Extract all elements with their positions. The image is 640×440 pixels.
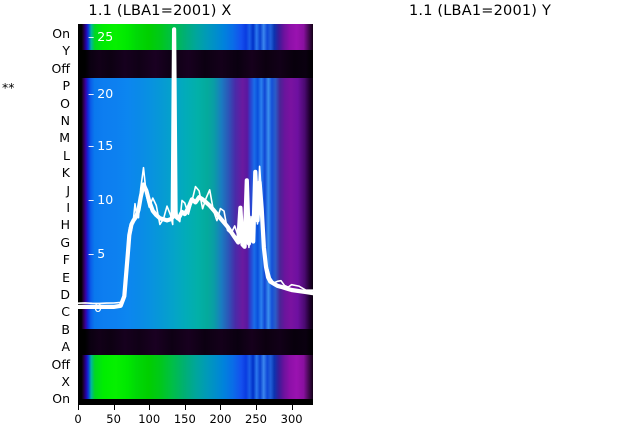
category-label-left-15: D bbox=[60, 287, 70, 302]
x-tick-label-4: 200 bbox=[209, 412, 232, 426]
x-tick-label-3: 150 bbox=[173, 412, 196, 426]
category-label-left-12: G bbox=[60, 234, 70, 250]
band-top-bright bbox=[78, 24, 313, 50]
x-tick-label-0: 0 bbox=[74, 412, 82, 426]
category-label-left-7: L bbox=[63, 147, 70, 163]
panel-left-title: 1.1 (LBA1=2001) X bbox=[88, 3, 232, 19]
category-label-left-1: Y bbox=[62, 43, 70, 59]
ytick-inner-25-left: –25 bbox=[88, 29, 114, 44]
x-tick-mark-1 bbox=[113, 405, 115, 410]
x-tick-mark-6 bbox=[291, 405, 293, 410]
heatmap-axes-left[interactable]: –25 –20 –15 –10 –5 0 bbox=[78, 24, 313, 405]
ytick-inner-10-left: –10 bbox=[88, 192, 114, 207]
x-tick-label-5: 250 bbox=[245, 412, 267, 426]
x-tick-mark-5 bbox=[256, 405, 258, 410]
category-label-left-0: On bbox=[52, 26, 70, 41]
category-label-left-17: B bbox=[61, 321, 70, 337]
band-upper-gap bbox=[78, 50, 313, 78]
category-label-left-8: K bbox=[61, 165, 70, 181]
band-footer-black bbox=[78, 399, 313, 405]
category-label-left-20: X bbox=[61, 374, 70, 389]
category-label-left-4: O bbox=[60, 95, 70, 111]
x-tick-mark-2 bbox=[149, 405, 151, 410]
x-tick-label-2: 100 bbox=[138, 412, 161, 426]
category-label-left-5: N bbox=[60, 113, 70, 128]
overlay-curve-left bbox=[78, 24, 313, 405]
category-label-left-18: A bbox=[61, 339, 70, 355]
category-label-left-3: P bbox=[62, 78, 70, 94]
category-label-left-13: F bbox=[62, 252, 70, 268]
category-label-left-19: Off bbox=[51, 356, 70, 372]
category-label-left-10: I bbox=[66, 200, 70, 215]
category-label-left-9: J bbox=[66, 182, 70, 198]
panel-right: 1.1 (LBA1=2001) Y OnYOffPONMLKJIHGFEDCBA… bbox=[320, 0, 640, 440]
x-tick-mark-4 bbox=[220, 405, 222, 410]
band-bottom-bright bbox=[78, 355, 313, 399]
ytick-inner-0-left: 0 bbox=[94, 300, 102, 315]
band-lower-gap bbox=[78, 329, 313, 355]
category-label-left-14: E bbox=[62, 269, 70, 285]
x-tick-mark-3 bbox=[184, 405, 186, 410]
panel-left: 1.1 (LBA1=2001) X On Y Off P O N M L K J I H G F E D C B A… bbox=[2, 3, 313, 439]
ytick-inner-20-left: –20 bbox=[88, 86, 114, 101]
x-tick-label-1: 50 bbox=[106, 412, 121, 426]
category-label-left-21: On bbox=[52, 391, 70, 407]
ytick-inner-5-left: –5 bbox=[88, 246, 106, 261]
category-label-left-6: M bbox=[59, 130, 70, 146]
category-label-left-2: Off bbox=[51, 60, 70, 76]
x-tick-label-6: 300 bbox=[280, 412, 303, 426]
x-axis-left: 0 50 100 150 200 250 300 bbox=[74, 405, 313, 439]
asterisk-marker: ** bbox=[2, 80, 15, 96]
category-label-left-11: H bbox=[60, 217, 70, 233]
ytick-inner-15-left: –15 bbox=[88, 138, 114, 153]
x-tick-mark-0 bbox=[78, 405, 79, 410]
panel-right-title: 1.1 (LBA1=2001) Y bbox=[408, 3, 552, 19]
category-label-left-16: C bbox=[61, 304, 70, 320]
